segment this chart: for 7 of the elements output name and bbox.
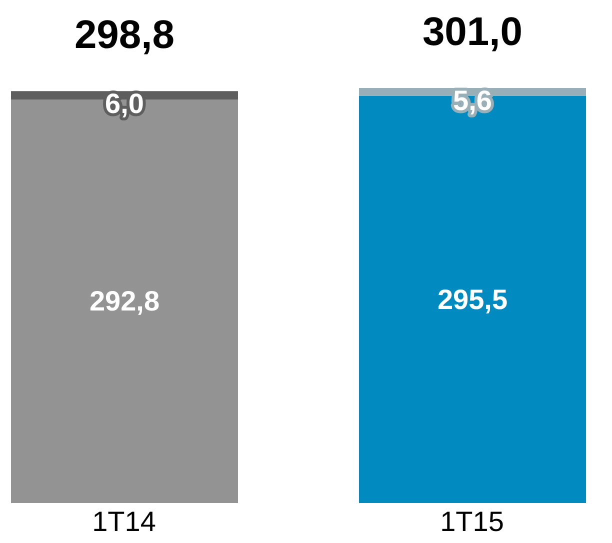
data-label: 295,5 xyxy=(437,284,508,315)
x-tick-label: 1T14 xyxy=(92,506,156,537)
data-label: 292,8 xyxy=(89,286,160,317)
data-label: 6,0 xyxy=(105,88,144,120)
total-label: 301,0 xyxy=(422,10,523,54)
total-label: 298,8 xyxy=(74,13,175,58)
x-tick-label: 1T15 xyxy=(440,506,504,537)
